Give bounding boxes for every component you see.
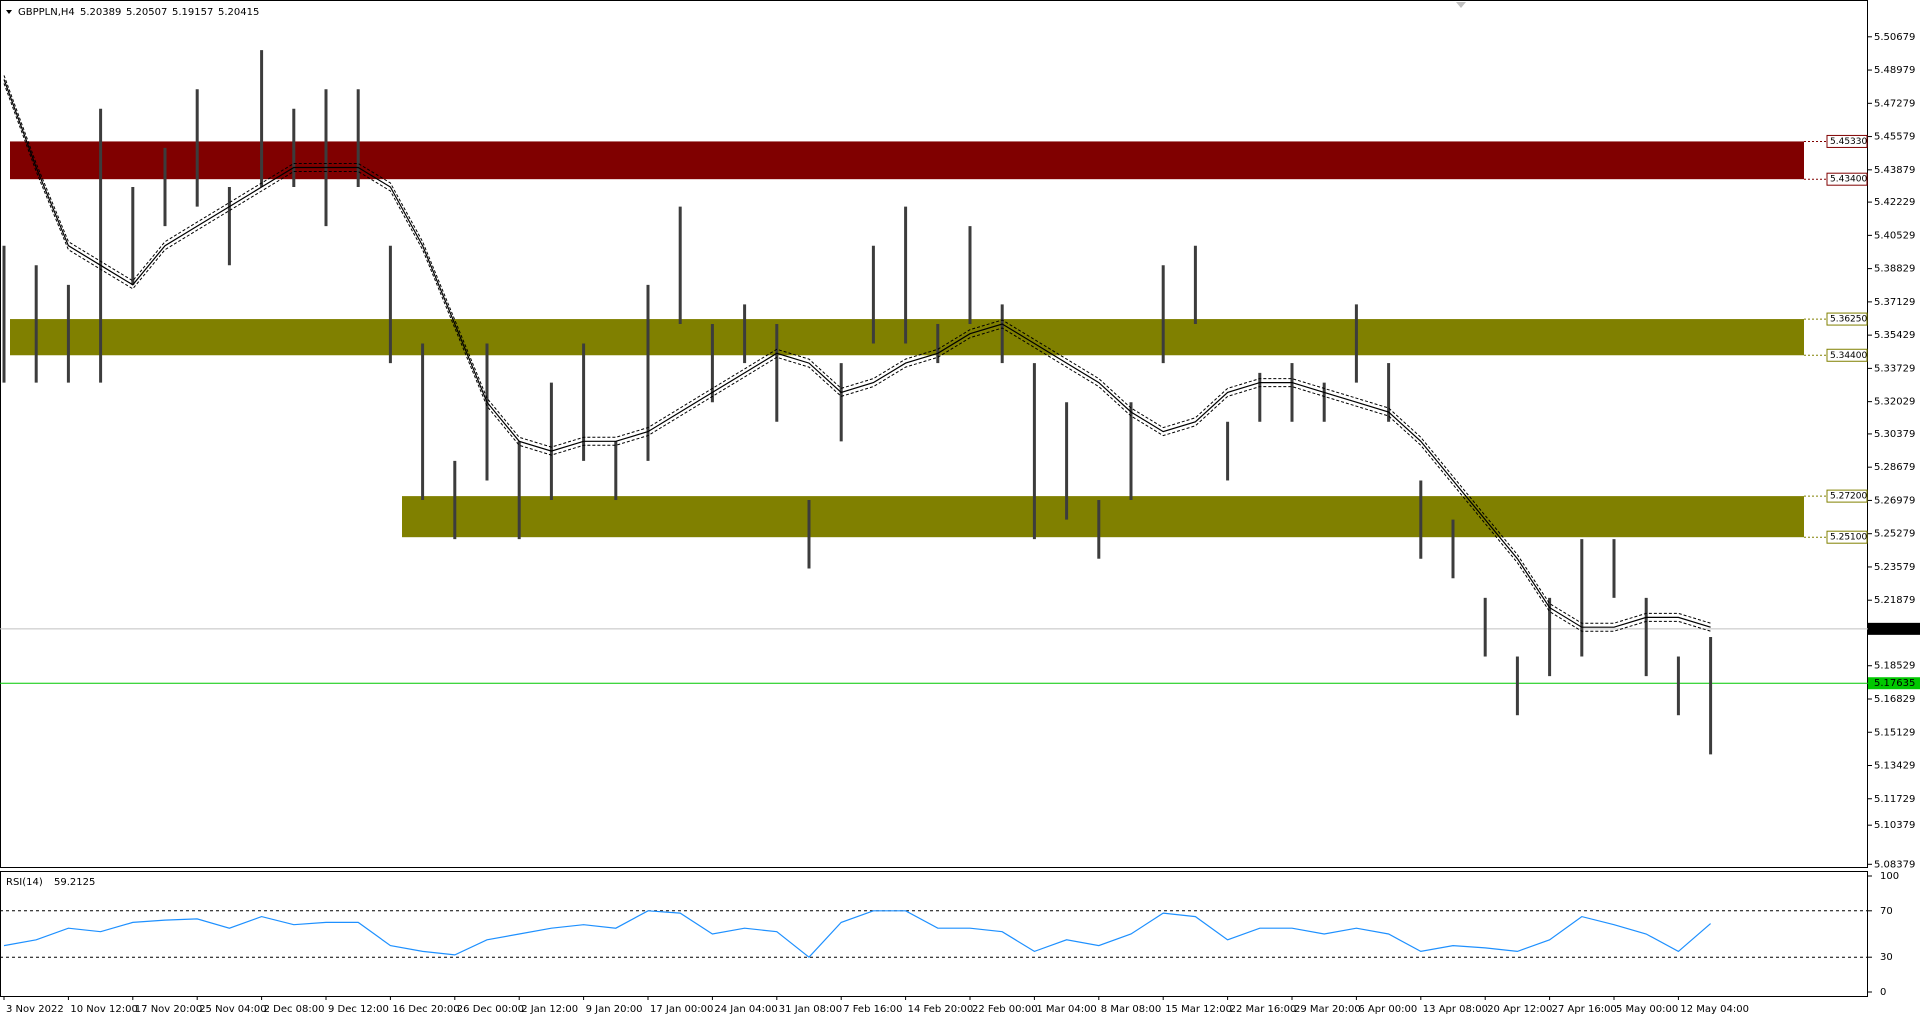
y-tick-label: 5.28679 (1874, 462, 1915, 473)
quote-value: 5.19157 (172, 7, 213, 18)
menu-arrow[interactable] (6, 10, 12, 14)
zone-label: 5.27200 (1830, 492, 1867, 502)
y-tick-label: 5.21879 (1874, 595, 1915, 606)
y-tick-label: 5.13429 (1874, 761, 1915, 772)
zone-label-box (1826, 312, 1868, 326)
y-tick-label: 5.47279 (1874, 98, 1915, 109)
x-tick-label: 27 Apr 16:00 (1552, 1004, 1617, 1015)
y-tick-label: 5.45579 (1874, 132, 1915, 143)
price-line-label: 5.17635 (1874, 678, 1915, 689)
x-tick-label: 3 Nov 2022 (6, 1004, 64, 1015)
y-tick-label: 5.40529 (1874, 230, 1915, 241)
y-tick-label: 5.23579 (1874, 562, 1915, 573)
x-tick-label: 17 Nov 20:00 (135, 1004, 202, 1015)
y-tick-label: 5.48979 (1874, 65, 1915, 76)
y-tick-label: 5.38829 (1874, 264, 1915, 275)
zone-label: 5.43400 (1830, 175, 1867, 185)
rsi-line (3, 910, 1711, 959)
y-tick-label: 5.37129 (1874, 297, 1915, 308)
ma-envelope (3, 83, 1711, 632)
quote-value: 5.20415 (218, 7, 259, 18)
rsi-panel (0, 871, 1868, 997)
x-tick-label: 12 May 04:00 (1680, 1004, 1749, 1015)
rsi-y-tick-label: 0 (1880, 987, 1886, 998)
x-tick-label: 22 Feb 00:00 (972, 1004, 1038, 1015)
x-tick-label: 8 Mar 08:00 (1101, 1004, 1161, 1015)
x-tick-label: 26 Dec 00:00 (457, 1004, 524, 1015)
y-tick-label: 5.18529 (1874, 661, 1915, 672)
y-tick-label: 5.35429 (1874, 330, 1915, 341)
y-tick-label: 5.43879 (1874, 165, 1915, 176)
x-tick-label: 24 Jan 04:00 (714, 1004, 777, 1015)
price-line-label-box (1868, 677, 1920, 690)
zone-label: 5.45330 (1830, 137, 1867, 147)
rsi-y-tick-label: 70 (1880, 906, 1893, 917)
y-tick-label: 5.32029 (1874, 397, 1915, 408)
zone (10, 141, 1804, 180)
y-tick-label: 5.30379 (1874, 429, 1915, 440)
zone-label-box (1826, 134, 1868, 148)
zone-label: 5.34400 (1830, 351, 1867, 361)
quote-value: 5.20389 (80, 7, 121, 18)
x-tick-label: 25 Nov 04:00 (199, 1004, 266, 1015)
x-tick-label: 20 Apr 12:00 (1487, 1004, 1552, 1015)
zone-label-box (1826, 530, 1868, 544)
x-tick-label: 31 Jan 08:00 (779, 1004, 842, 1015)
y-tick-label: 5.42229 (1874, 197, 1915, 208)
x-tick-label: 22 Mar 16:00 (1230, 1004, 1297, 1015)
price-line-label-box (1868, 622, 1920, 635)
rsi-last: 59.2125 (54, 877, 95, 888)
x-tick-label: 14 Feb 20:00 (908, 1004, 974, 1015)
ma-envelope (3, 75, 1711, 624)
x-tick-label: 9 Jan 20:00 (586, 1004, 643, 1015)
zone-label-box (1826, 172, 1868, 186)
x-tick-label: 10 Nov 12:00 (70, 1004, 137, 1015)
x-tick-label: 16 Dec 20:00 (392, 1004, 459, 1015)
rsi-title: RSI(14) (6, 877, 43, 888)
y-tick-label: 5.50679 (1874, 32, 1915, 43)
rsi-y-tick-label: 30 (1880, 952, 1893, 963)
zone-label-box (1826, 489, 1868, 503)
y-tick-label: 5.10379 (1874, 820, 1915, 831)
y-tick-label: 5.25279 (1874, 529, 1915, 540)
y-tick-label: 5.16829 (1874, 694, 1915, 705)
x-tick-label: 15 Mar 12:00 (1165, 1004, 1232, 1015)
x-tick-label: 9 Dec 12:00 (328, 1004, 389, 1015)
zone (402, 496, 1804, 538)
price-panel (0, 0, 1868, 868)
y-tick-label: 5.11729 (1874, 794, 1915, 805)
y-tick-label: 5.26979 (1874, 495, 1915, 506)
quote-value: 5.20507 (126, 7, 167, 18)
x-tick-label: 29 Mar 20:00 (1294, 1004, 1361, 1015)
moving-average (3, 79, 1711, 628)
price-line-label: 5.20415 (1874, 624, 1915, 635)
zone-label: 5.25100 (1830, 533, 1867, 543)
y-tick-label: 5.15129 (1874, 727, 1915, 738)
x-tick-label: 1 Mar 04:00 (1036, 1004, 1096, 1015)
zone-label-box (1826, 348, 1868, 362)
rsi-y-tick-label: 100 (1880, 871, 1899, 882)
y-tick-label: 5.33729 (1874, 363, 1915, 374)
shift-marker[interactable] (1456, 2, 1466, 8)
x-tick-label: 17 Jan 00:00 (650, 1004, 713, 1015)
y-tick-label: 5.08379 (1874, 859, 1915, 870)
x-tick-label: 5 May 00:00 (1616, 1004, 1678, 1015)
zone-label: 5.36250 (1830, 315, 1867, 325)
x-tick-label: 7 Feb 16:00 (843, 1004, 902, 1015)
x-tick-label: 6 Apr 00:00 (1358, 1004, 1417, 1015)
symbol-title: GBPPLN,H4 (18, 7, 75, 18)
x-tick-label: 2 Jan 12:00 (521, 1004, 578, 1015)
x-tick-label: 2 Dec 08:00 (264, 1004, 325, 1015)
x-tick-label: 13 Apr 08:00 (1423, 1004, 1488, 1015)
